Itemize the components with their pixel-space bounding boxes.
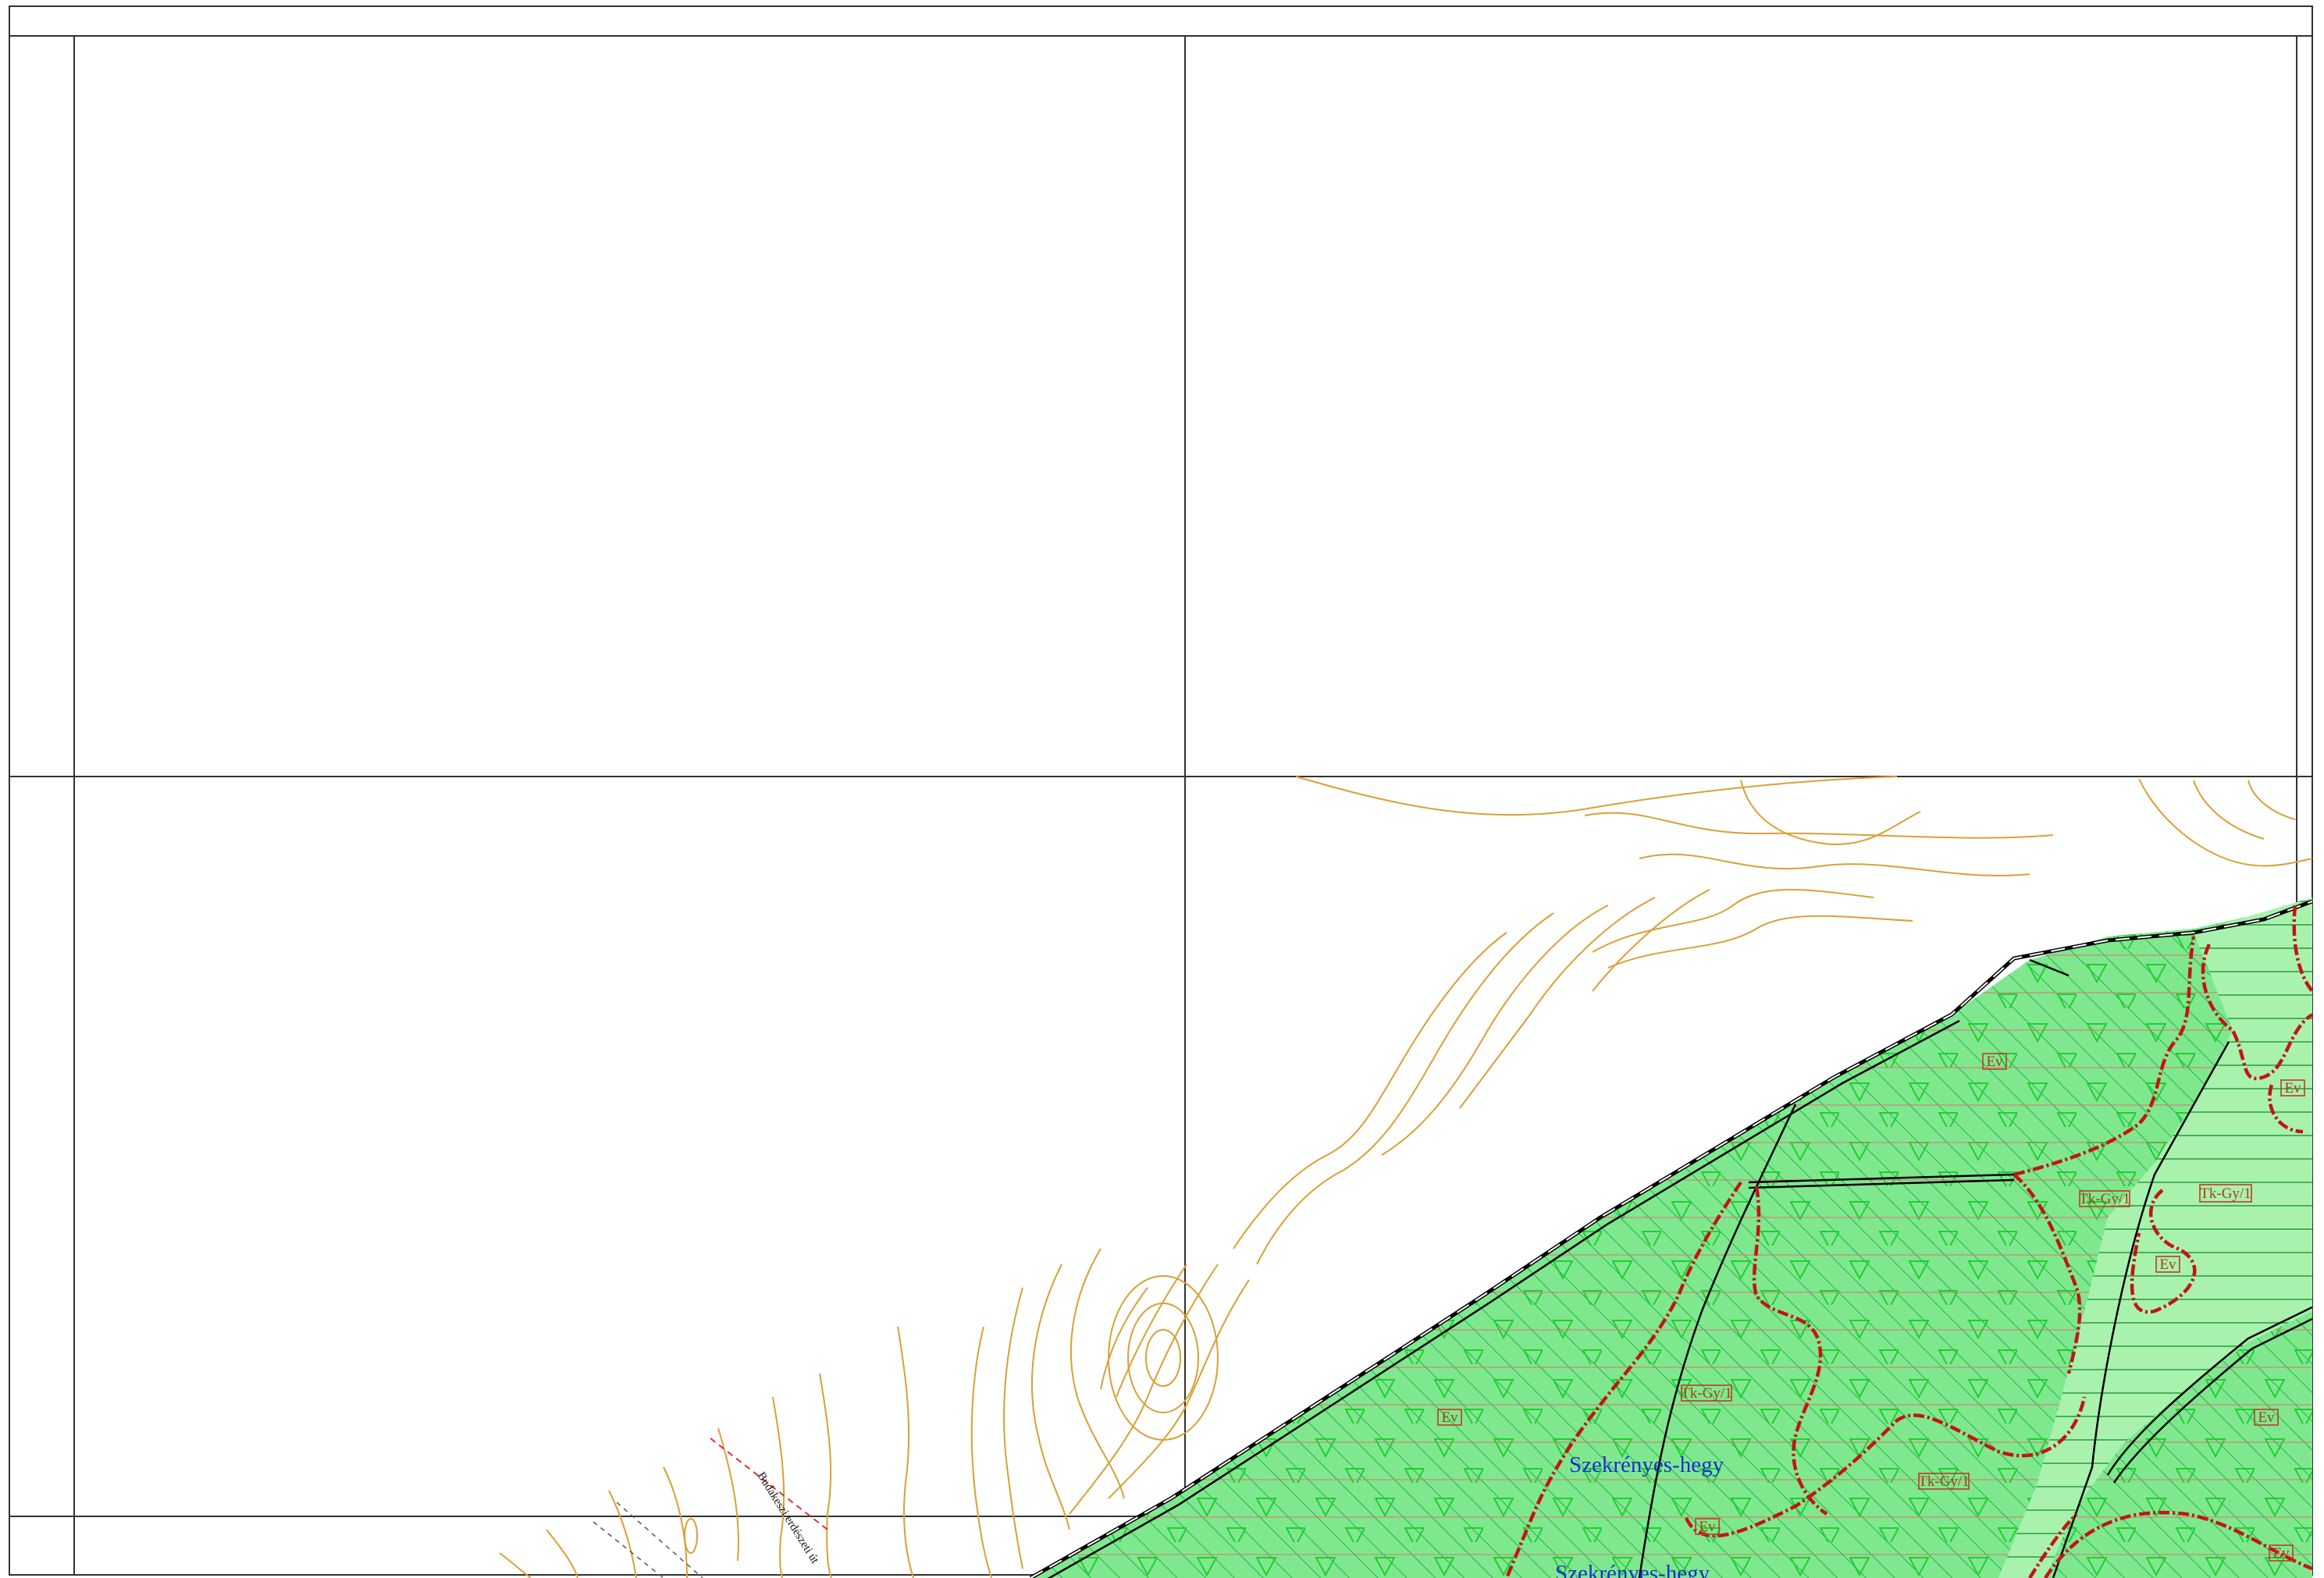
zone-code-tkgy-1: Tk-Gy/1	[2079, 1190, 2130, 1207]
place-name-szekrenyes-hegy: Szekrényes-hegy	[1569, 1452, 1724, 1477]
svg-text:Ev: Ev	[1699, 1519, 1716, 1535]
place-name-szekrenyes-hegy-lower: Szekrényes-hegy	[1555, 1561, 1710, 1578]
svg-text:Ev: Ev	[1986, 1054, 2003, 1070]
svg-text:Tk-Gy/1: Tk-Gy/1	[1918, 1473, 1969, 1490]
parcel-lines	[1638, 958, 2312, 1578]
svg-text:Ev: Ev	[2159, 1256, 2176, 1273]
zone-code-ev-3: Ev	[1437, 1409, 1462, 1426]
boundary-line	[1029, 899, 2312, 1578]
svg-text:Ev: Ev	[2272, 1545, 2290, 1562]
zone-code-ev-2: Ev	[2280, 1079, 2305, 1096]
zone-code-tkgy-4: Tk-Gy/1	[1918, 1473, 1970, 1490]
forest-road	[593, 1438, 828, 1578]
zone-borders	[1504, 905, 2312, 1578]
svg-text:Ev: Ev	[2284, 1080, 2301, 1096]
zone-code-tkgy-3: Tk-Gy/1	[1681, 1384, 1732, 1402]
zone-code-ev-7: Ev	[2269, 1544, 2294, 1562]
zone-code-ev-4: Ev	[2155, 1256, 2180, 1273]
zone-code-ev-1: Ev	[1982, 1053, 2007, 1070]
forest-zone	[1030, 897, 2312, 1578]
zone-code-tkgy-2: Tk-Gy/1	[2199, 1184, 2252, 1203]
zone-code-ev-6: Ev	[2254, 1409, 2279, 1426]
svg-text:Tk-Gy/1: Tk-Gy/1	[2079, 1191, 2130, 1207]
svg-text:Tk-Gy/1: Tk-Gy/1	[2200, 1185, 2251, 1202]
contour-lines	[499, 776, 2312, 1578]
svg-text:Ev: Ev	[1441, 1409, 1458, 1426]
svg-text:Ev: Ev	[2258, 1409, 2275, 1426]
svg-text:Tk-Gy/1: Tk-Gy/1	[1681, 1385, 1731, 1402]
road-label: Budakeszi erdészeti út	[755, 1470, 822, 1567]
zone-code-ev-5: Ev	[1695, 1518, 1720, 1535]
zone-code-labels: Ev Ev Ev Tk-Gy/1 Tk-Gy/1 Ev Tk-Gy/1 Tk-	[1437, 1053, 2305, 1562]
